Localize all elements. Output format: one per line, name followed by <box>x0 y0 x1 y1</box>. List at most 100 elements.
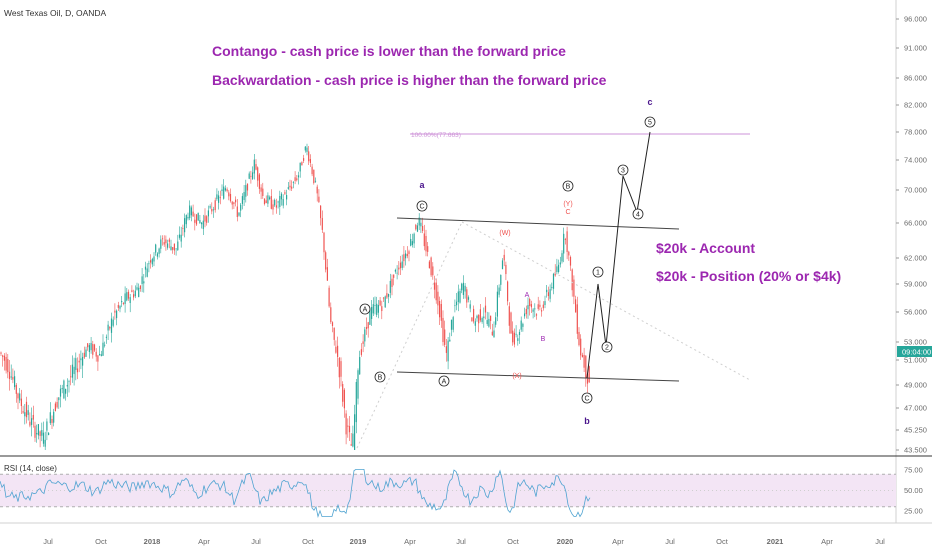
candle-body <box>476 315 478 319</box>
candle-body <box>175 248 177 250</box>
price-pane <box>0 0 932 524</box>
impulse-4: 4 <box>636 212 640 219</box>
candle-body <box>221 189 223 191</box>
candle-body <box>365 327 368 329</box>
candle-body <box>19 393 21 401</box>
candle-body <box>500 274 502 285</box>
candle-body <box>398 267 400 270</box>
candle-body <box>78 360 80 363</box>
wave-circled-A-1-circle <box>359 303 371 315</box>
candle-body <box>100 354 102 357</box>
time-tick-label: Oct <box>716 537 729 546</box>
candle-body <box>119 306 121 309</box>
candle-body <box>223 186 225 199</box>
candle-body <box>246 183 249 191</box>
candle-body <box>464 285 466 292</box>
candle-body <box>68 381 70 383</box>
candle-body <box>131 290 133 292</box>
price-tick-label: 70.000 <box>904 186 927 195</box>
candle-body <box>558 264 560 273</box>
candle-body <box>376 303 378 315</box>
impulse-5: 5 <box>648 120 652 127</box>
wave-circled-C-1-circle <box>416 200 428 212</box>
candle-body <box>56 401 58 408</box>
wave-circled-B-1-circle <box>374 371 386 383</box>
candle-body <box>92 344 94 355</box>
candle-body <box>243 191 245 201</box>
wave-plain-B: B <box>541 336 546 343</box>
position-note: $20k - Position (20% or $4k) <box>656 268 841 284</box>
candle-body <box>493 330 495 338</box>
candle-body <box>124 293 126 304</box>
candle-body <box>189 205 191 219</box>
candle-body <box>165 239 167 244</box>
candle-body <box>461 283 463 291</box>
candle-body <box>168 239 170 242</box>
candle-body <box>306 147 308 152</box>
candle-body <box>561 253 563 262</box>
candle-body <box>112 319 114 326</box>
candle-body <box>393 274 395 278</box>
candle-body <box>206 216 208 223</box>
candle-body <box>495 317 497 325</box>
candle-body <box>573 279 575 297</box>
candle-body <box>184 218 186 233</box>
candle-body <box>333 327 335 340</box>
candle-body <box>372 304 374 314</box>
wave-circled-C-1: C <box>419 204 424 211</box>
candle-body <box>575 299 577 313</box>
backwardation-note: Backwardation - cash price is higher tha… <box>212 72 607 88</box>
candle-body <box>25 401 28 418</box>
candle-body <box>551 287 553 288</box>
candle-body <box>323 232 325 253</box>
candle-body <box>467 297 470 300</box>
candle-body <box>49 412 51 424</box>
candle-body <box>386 293 388 298</box>
candle-body <box>129 297 131 303</box>
candle-body <box>444 329 446 345</box>
candle-body <box>345 413 347 435</box>
wave-circled-B-1: B <box>378 375 383 382</box>
candle-body <box>201 222 203 225</box>
candle-body <box>46 421 48 431</box>
candle-body <box>542 304 544 309</box>
candle-body <box>309 158 311 163</box>
impulse-4-circle <box>632 208 644 220</box>
candle-body <box>374 305 376 306</box>
candle-body <box>173 243 175 251</box>
candle-body <box>190 207 192 216</box>
candle-body <box>474 321 476 326</box>
candle-body <box>280 193 283 200</box>
wave-lower-a: a <box>419 180 425 190</box>
candle-body <box>304 146 306 151</box>
time-tick-label: Jul <box>875 537 885 546</box>
price-tick-label: 62.000 <box>904 254 927 263</box>
candle-body <box>325 252 327 270</box>
wave-X: (X) <box>512 373 521 380</box>
candle-body <box>554 272 556 276</box>
candle-body <box>569 256 572 266</box>
wave-circled-C-2: C <box>584 396 589 403</box>
candle-body <box>411 241 413 246</box>
candle-body <box>70 376 72 378</box>
candle-body <box>287 187 289 189</box>
candle-body <box>405 253 407 259</box>
candle-body <box>428 261 430 269</box>
candle-body <box>93 344 96 351</box>
candle-body <box>127 291 130 299</box>
candle-body <box>134 290 136 297</box>
candle-body <box>586 373 589 384</box>
wave-circled-B-2: B <box>566 184 571 191</box>
candle-body <box>136 287 138 290</box>
candle-body <box>82 356 84 366</box>
account-note: $20k - Account <box>656 240 755 256</box>
candle-body <box>17 393 19 399</box>
candle-body <box>381 306 383 312</box>
price-tick-label: 53.000 <box>904 338 927 347</box>
candle-body <box>559 262 561 265</box>
candle-body <box>512 330 514 343</box>
candle-body <box>535 314 538 316</box>
candle-body <box>153 256 155 262</box>
candle-body <box>291 186 293 189</box>
